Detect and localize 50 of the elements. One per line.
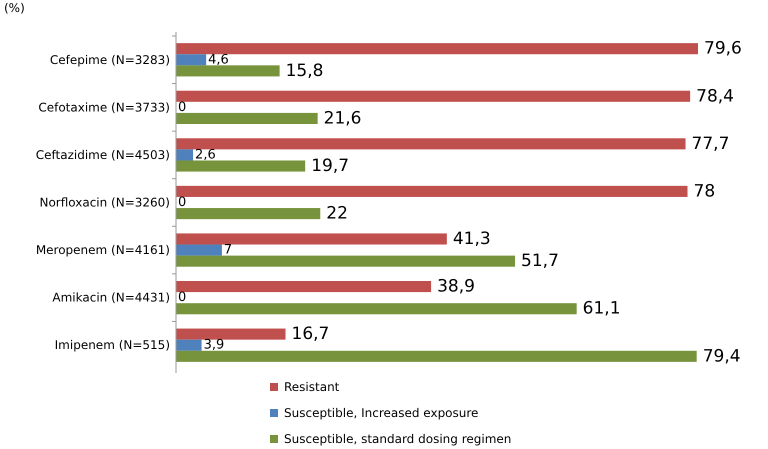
y-tick-label: Cefotaxime (N=3733): [38, 100, 170, 114]
bar: [176, 43, 698, 54]
bar: [176, 138, 686, 150]
bar: [176, 149, 194, 160]
data-label: 16,7: [292, 324, 330, 344]
bar: [176, 303, 577, 314]
data-label: 3,9: [204, 338, 224, 353]
y-axis-title: (%): [4, 1, 25, 15]
data-label: 21,6: [324, 108, 362, 128]
data-label: 22: [326, 204, 348, 224]
bar: [176, 233, 447, 245]
y-tick-label: Meropenem (N=4161): [36, 243, 170, 258]
bar: [176, 54, 206, 66]
data-label: 2,6: [195, 147, 216, 162]
bar: [176, 65, 280, 76]
bar: [176, 340, 202, 351]
data-label: 78,4: [696, 86, 734, 106]
data-label: 79,4: [702, 346, 741, 366]
bar: [176, 90, 690, 102]
data-label: 77,7: [692, 134, 730, 154]
data-label: 79,6: [704, 38, 742, 59]
data-label: 7: [224, 242, 232, 258]
data-label: 51,7: [521, 251, 559, 272]
bar: [176, 280, 432, 292]
data-label: 19,7: [311, 156, 350, 176]
data-label: 41,3: [452, 228, 491, 249]
bar: [176, 244, 222, 256]
data-label: 0: [178, 100, 186, 115]
bar: [176, 350, 697, 362]
data-label: 15,8: [286, 60, 324, 81]
y-tick-label: Ceftazidime (N=4503): [36, 148, 170, 162]
legend-label: Susceptible, standard dosing regimen: [284, 432, 512, 446]
data-label: 0: [178, 195, 186, 210]
data-label: 4,6: [208, 52, 229, 68]
bar: [176, 328, 286, 340]
legend-label: Susceptible, Increased exposure: [284, 406, 478, 420]
data-label: 0: [178, 290, 186, 306]
bar: [176, 256, 516, 267]
data-label: 78: [694, 181, 716, 202]
y-tick-label: Norfloxacin (N=3260): [39, 196, 170, 210]
bar: [176, 112, 318, 124]
y-tick-label: Cefepime (N=3283): [50, 52, 170, 67]
y-tick-label: Amikacin (N=4431): [52, 290, 170, 305]
data-label: 38,9: [437, 276, 475, 297]
legend-label: Resistant: [284, 380, 340, 394]
y-tick-label: Imipenem (N=515): [54, 338, 170, 352]
bar: [176, 208, 320, 220]
data-label: 61,1: [582, 298, 621, 319]
bar: [176, 160, 306, 172]
bar: [176, 186, 688, 197]
